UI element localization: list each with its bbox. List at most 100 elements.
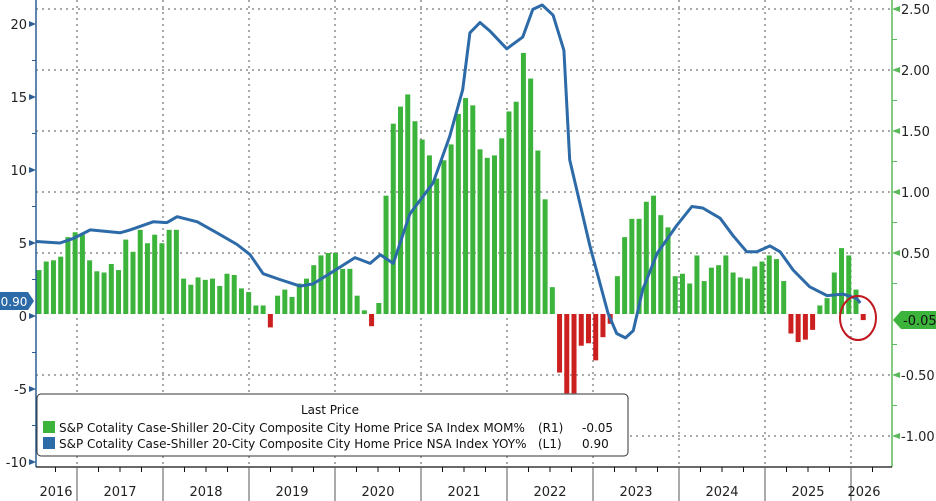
left-tick-mark [29,21,36,27]
mom-bar [36,270,42,314]
left-tick-label: 20 [10,18,27,33]
mom-bar [535,150,541,314]
mom-bar [810,314,816,330]
mom-bar [448,144,454,314]
right-tick-label: 0.50 [901,247,930,262]
right-tick-mark [892,250,900,256]
left-tick-mark [29,313,36,319]
mom-bar [528,78,534,314]
right-tick-mark [892,6,900,12]
mom-bar [520,52,526,315]
mom-bar [860,314,866,321]
highlight-circle [839,295,877,341]
mom-bar [643,201,649,314]
mom-bar [629,218,635,314]
mom-bar [101,272,107,314]
mom-bar [564,314,570,394]
mom-bar [571,314,577,394]
left-tick-mark [29,459,36,465]
x-year-label: 2020 [361,485,394,500]
mom-bar [405,94,411,315]
left-tick-label: 10 [10,164,27,179]
mom-bar [137,229,143,314]
mom-bar [152,234,158,314]
mom-bar [687,283,693,314]
mom-bar [181,278,187,314]
mom-bar [426,155,432,314]
mom-bar [593,314,599,361]
mom-bar [463,98,469,314]
right-tick-label: 2.00 [901,64,930,79]
mom-bar [108,263,114,314]
mom-bar [398,106,403,314]
yoy-line [35,3,862,340]
mom-bar [499,138,505,314]
left-tick-label: 5 [19,237,27,252]
x-year-label: 2016 [39,485,72,500]
right-tick-mark [892,128,900,134]
mom-bar [672,276,678,314]
legend-label-mom: S&P Cotality Case-Shiller 20-City Compos… [59,421,525,435]
mom-bar [260,305,266,314]
mom-bar [188,284,194,314]
left-tick-label: 0 [19,310,27,325]
mom-bar [549,287,555,314]
mom-bar [701,281,707,314]
x-year-label: 2017 [103,485,136,500]
mom-bar [246,292,252,314]
mom-bars [36,52,866,394]
mom-bar [87,260,93,314]
x-year-label: 2021 [447,485,480,500]
mom-bar [600,314,606,338]
x-year-label: 2024 [705,485,738,500]
right-tick-label: 1.50 [901,125,930,140]
left-tick-mark [29,167,36,173]
legend-last-yoy: 0.90 [582,437,609,451]
mom-bar [50,260,56,314]
right-tick-mark [892,189,900,195]
mom-bar [802,314,808,340]
mom-bar [311,265,317,314]
mom-bar [354,295,360,314]
mom-bar [43,261,49,314]
left-tick-mark [29,94,36,100]
mom-bar [788,314,794,334]
mom-bar [296,283,302,314]
right-tick-mark [892,433,900,439]
mom-bar [658,215,664,314]
mom-bar [542,199,548,314]
left-tick-label: 15 [10,91,27,106]
mom-bar [853,289,859,314]
mom-bar [217,285,223,314]
mom-bar [484,157,490,314]
right-tick-label: -0.50 [901,369,935,384]
left-tick-mark [29,386,36,392]
mom-bar [369,314,375,327]
mom-bar [477,149,483,314]
x-year-label: 2018 [189,485,222,500]
mom-bar [752,266,758,314]
mom-bar [839,248,845,314]
mom-bar [723,255,729,314]
mom-bar [202,279,208,314]
mom-bar [173,229,179,314]
mom-bar [795,314,801,343]
mom-bar [781,281,787,314]
mom-bar [614,276,620,314]
legend-title: Last Price [301,403,359,417]
x-year-label: 2019 [275,485,308,500]
right-tick-label: 1.00 [901,186,930,201]
mom-bar [282,289,288,314]
left-last-label: 0.90 [0,292,34,310]
mom-bar [846,255,852,314]
mom-bar [332,253,338,314]
mom-bar [72,232,78,314]
mom-bar [361,310,367,314]
mom-bar [130,251,136,314]
mom-bar [159,243,165,314]
x-year-label: 2025 [791,485,824,500]
mom-bar [730,272,736,314]
mom-bar [679,273,685,314]
legend-last-mom: -0.05 [582,421,613,435]
